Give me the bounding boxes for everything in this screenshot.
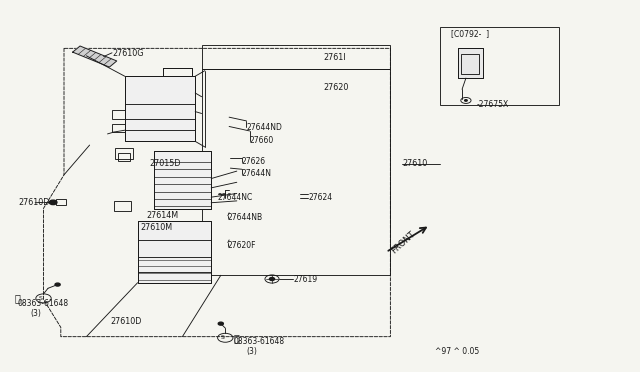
Text: 27610M: 27610M	[141, 223, 173, 232]
Circle shape	[55, 283, 60, 286]
Bar	[112, 110, 125, 119]
Bar	[154, 151, 211, 209]
Text: 27644ND: 27644ND	[246, 123, 282, 132]
Text: 27610G: 27610G	[112, 49, 143, 58]
Bar	[202, 69, 390, 275]
Bar	[114, 201, 131, 211]
Text: S: S	[221, 335, 225, 340]
Text: 27644NC: 27644NC	[218, 193, 253, 202]
Text: S: S	[39, 296, 43, 301]
Text: 27610: 27610	[402, 159, 427, 168]
Bar	[118, 153, 130, 161]
Text: [C0792-  ]: [C0792- ]	[451, 29, 490, 38]
Bar	[202, 45, 390, 69]
Bar	[461, 54, 479, 74]
Bar	[458, 48, 483, 78]
Circle shape	[218, 322, 223, 325]
Polygon shape	[73, 46, 116, 67]
Circle shape	[269, 278, 275, 280]
Bar	[138, 221, 211, 283]
Text: 27619: 27619	[293, 275, 317, 284]
Bar	[125, 76, 195, 141]
Bar	[440, 27, 559, 105]
Text: Ⓢ: Ⓢ	[14, 294, 20, 303]
Text: -27675X: -27675X	[477, 100, 509, 109]
Bar	[154, 151, 211, 209]
Bar	[125, 76, 195, 141]
Bar	[112, 124, 125, 132]
Text: (3): (3)	[246, 347, 257, 356]
Text: 27626: 27626	[242, 157, 266, 166]
Text: ^97 ^ 0.05: ^97 ^ 0.05	[435, 347, 479, 356]
Circle shape	[465, 100, 467, 101]
Text: 08363-61648: 08363-61648	[18, 299, 69, 308]
Circle shape	[49, 200, 57, 205]
Text: 27620F: 27620F	[228, 241, 257, 250]
Text: FRONT: FRONT	[389, 230, 417, 256]
Text: 27620: 27620	[323, 83, 349, 92]
Text: Ⓢ: Ⓢ	[234, 333, 239, 343]
Text: 27614M: 27614M	[146, 211, 178, 220]
Text: 27644N: 27644N	[242, 169, 272, 178]
Text: 08363-61648: 08363-61648	[234, 337, 285, 346]
Text: 27660: 27660	[250, 136, 274, 145]
Bar	[115, 148, 133, 159]
Text: 27644NB: 27644NB	[228, 213, 263, 222]
Text: 27610D: 27610D	[110, 317, 141, 326]
Bar	[458, 48, 483, 78]
Text: 27624: 27624	[308, 193, 333, 202]
Text: 27015D: 27015D	[149, 159, 180, 168]
Bar	[138, 221, 211, 283]
Bar	[163, 68, 192, 76]
Text: 2761I: 2761I	[323, 53, 346, 62]
Text: 27610D: 27610D	[18, 198, 49, 207]
Bar	[56, 199, 66, 205]
Text: (3): (3)	[31, 309, 42, 318]
